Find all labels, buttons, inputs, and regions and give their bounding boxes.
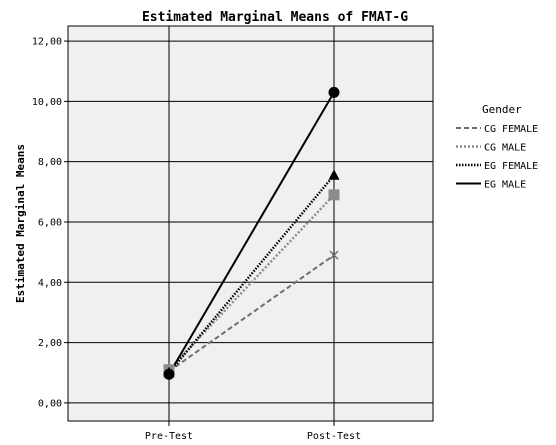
series-line (168, 91, 335, 375)
gridlines (68, 26, 433, 421)
y-tick-label: 8,00 (38, 157, 62, 168)
y-tick-label: 4,00 (38, 278, 62, 289)
data-point (328, 86, 340, 98)
plot-area (67, 25, 434, 422)
series-lines (163, 86, 340, 380)
data-point (329, 250, 339, 260)
data-point (328, 169, 340, 180)
legend: Gender CG FEMALE CG MALE EG FEMALE EG MALE (456, 103, 538, 191)
series-line (168, 254, 335, 373)
series-line (168, 174, 335, 374)
legend-item: CG FEMALE (484, 124, 538, 135)
legend-item: EG MALE (484, 180, 526, 191)
legend-title: Gender (482, 103, 522, 116)
chart-title: Estimated Marginal Means of FMAT-G (142, 10, 408, 25)
y-tick-label: 10,00 (32, 97, 62, 108)
x-tick-label: Pre-Test (145, 431, 193, 442)
y-tick-label: 12,00 (32, 37, 62, 48)
legend-item: CG MALE (484, 143, 526, 154)
y-axis-label: Estimated Marginal Means (14, 144, 27, 303)
y-tick-label: 6,00 (38, 217, 62, 228)
y-axis: 0,00 2,00 4,00 6,00 8,00 10,00 12,00 (32, 37, 68, 409)
x-axis: Pre-Test Post-Test (145, 421, 361, 442)
y-tick-label: 0,00 (38, 398, 62, 409)
y-tick-label: 2,00 (38, 338, 62, 349)
legend-item: EG FEMALE (484, 161, 538, 172)
x-tick-label: Post-Test (307, 431, 361, 442)
data-point (328, 189, 340, 201)
data-point (163, 368, 175, 380)
